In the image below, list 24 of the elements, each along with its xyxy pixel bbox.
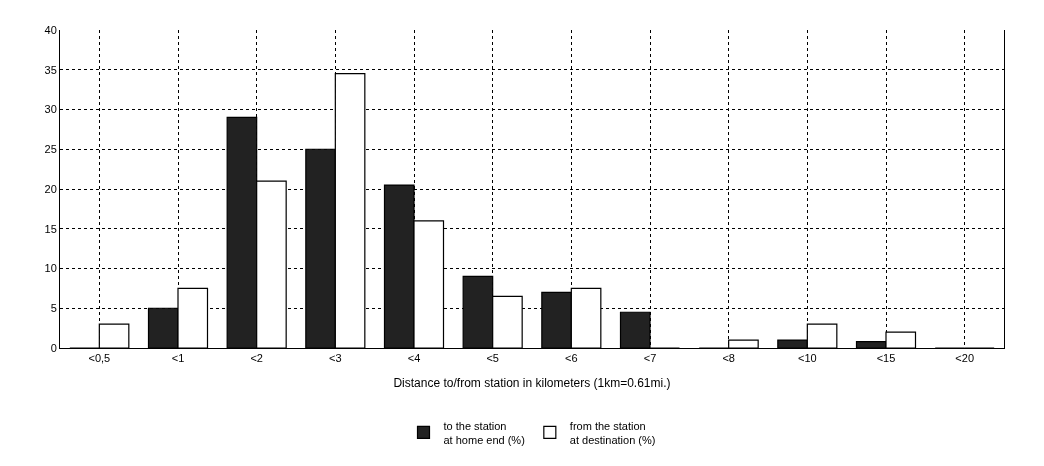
x-axis-title: Distance to/from station in kilometers (1km=0.61mi.) <box>393 376 671 391</box>
y-tick-label: 25 <box>44 143 57 156</box>
x-tick-label: <4 <box>407 352 421 365</box>
y-tick-label: 5 <box>50 302 57 315</box>
legend-label: from the station at destination (%) <box>569 419 656 446</box>
y-tick-label: 10 <box>44 262 57 275</box>
x-tick-label: <15 <box>876 352 896 365</box>
y-tick-label: 40 <box>44 23 57 36</box>
x-tick-label: <3 <box>329 352 342 365</box>
y-tick-label: 35 <box>44 63 57 76</box>
y-tick-label: 0 <box>50 341 57 354</box>
x-tick-label: <2 <box>250 352 263 365</box>
x-tick-label: <20 <box>955 352 975 365</box>
y-tick-label: 15 <box>44 222 57 235</box>
x-tick-label: <0,5 <box>88 352 111 365</box>
legend-label: to the station at home end (%) <box>443 419 525 446</box>
x-tick-label: <1 <box>171 352 185 365</box>
x-tick-label: <10 <box>797 352 817 365</box>
x-tick-label: <8 <box>722 352 735 365</box>
x-tick-label: <7 <box>643 352 657 365</box>
y-tick-label: 30 <box>44 103 57 116</box>
x-tick-label: <5 <box>486 352 499 365</box>
y-tick-label: 20 <box>44 182 57 195</box>
x-tick-label: <6 <box>565 352 578 365</box>
